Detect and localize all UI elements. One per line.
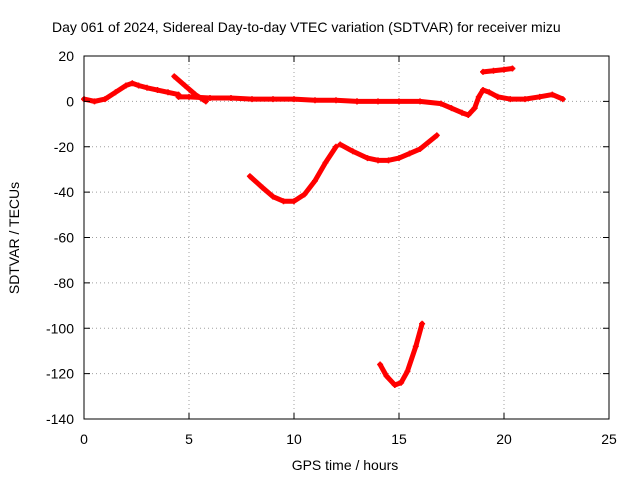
data-point [559,96,566,103]
y-axis-label: SDTVAR / TECUs [6,182,22,294]
data-point [375,98,381,105]
data-point [475,93,482,100]
data-point [312,177,318,184]
data-point [354,98,360,105]
data-point [165,89,171,96]
data-point [391,381,398,388]
x-axis-label: GPS time / hours [292,457,399,473]
data-point [202,98,209,105]
x-tick-label: 15 [391,431,407,447]
data-point [171,73,178,80]
y-tick-label: -20 [54,139,74,155]
data-point [228,94,234,101]
data-point [135,82,142,89]
data-series [337,132,440,163]
chart-title: Day 061 of 2024, Sidereal Day-to-day VTE… [52,19,561,35]
data-point [246,173,253,180]
axis-ticks: 0 5 10 15 20 25 20 0 -20 -40 -60 -80 -100 -120 -140 [46,48,617,447]
data-marks [81,65,566,388]
data-point [459,109,465,116]
data-point [280,198,287,205]
data-point [417,98,423,105]
x-tick-label: 0 [80,431,88,447]
data-point [154,87,161,94]
data-point [536,93,543,100]
data-point [322,159,329,166]
data-point [364,155,371,162]
data-point [291,96,297,103]
data-point [144,84,150,91]
data-point [333,143,339,150]
data-series [81,80,181,104]
data-point [301,191,308,198]
data-point [337,141,344,148]
data-point [406,150,413,157]
data-point [123,82,129,89]
y-tick-label: 20 [58,48,74,64]
y-tick-label: -100 [46,320,74,336]
data-point [383,372,390,379]
data-point [91,98,98,105]
data-series [480,65,515,75]
data-point [207,94,213,101]
data-point [398,379,405,386]
x-tick-label: 20 [496,431,512,447]
data-point [494,93,501,100]
data-series [354,98,478,118]
data-point [186,93,192,100]
data-point [433,132,440,139]
data-point [377,361,384,368]
data-point [412,343,419,350]
y-tick-label: -120 [46,366,74,382]
data-point [448,105,455,112]
data-point [522,96,528,103]
data-point [259,184,266,191]
y-tick-label: -140 [46,411,74,427]
data-point [181,82,188,89]
data-point [465,111,472,118]
x-tick-label: 10 [286,431,302,447]
data-point [501,66,507,73]
y-tick-label: -60 [54,230,74,246]
y-tick-label: 0 [66,93,74,109]
data-point [349,148,356,155]
data-series [171,73,209,104]
data-point [486,89,493,96]
data-point [385,157,392,164]
data-point [417,146,423,153]
data-point [102,96,108,103]
data-series [247,144,339,204]
y-tick-label: -40 [54,184,74,200]
data-point [480,68,486,75]
data-point [549,91,556,98]
data-point [480,87,486,94]
x-tick-label: 5 [185,431,193,447]
data-point [291,198,297,205]
data-point [471,105,478,112]
data-point [112,89,119,96]
y-tick-label: -80 [54,275,74,291]
data-point [396,98,402,105]
data-point [375,157,381,164]
data-point [270,193,276,200]
data-point [419,320,426,327]
plot-frame [83,55,610,420]
data-point [404,368,411,375]
data-point [333,97,339,104]
data-point [312,97,318,104]
grid [84,56,609,419]
data-point [490,67,497,74]
x-tick-label: 25 [601,431,617,447]
data-point [192,91,199,98]
data-point [249,96,255,103]
data-point [129,80,136,87]
data-point [270,96,276,103]
data-point [396,155,402,162]
data-point [507,96,514,103]
data-point [438,100,444,107]
data-point [509,65,516,72]
data-point [175,93,182,100]
